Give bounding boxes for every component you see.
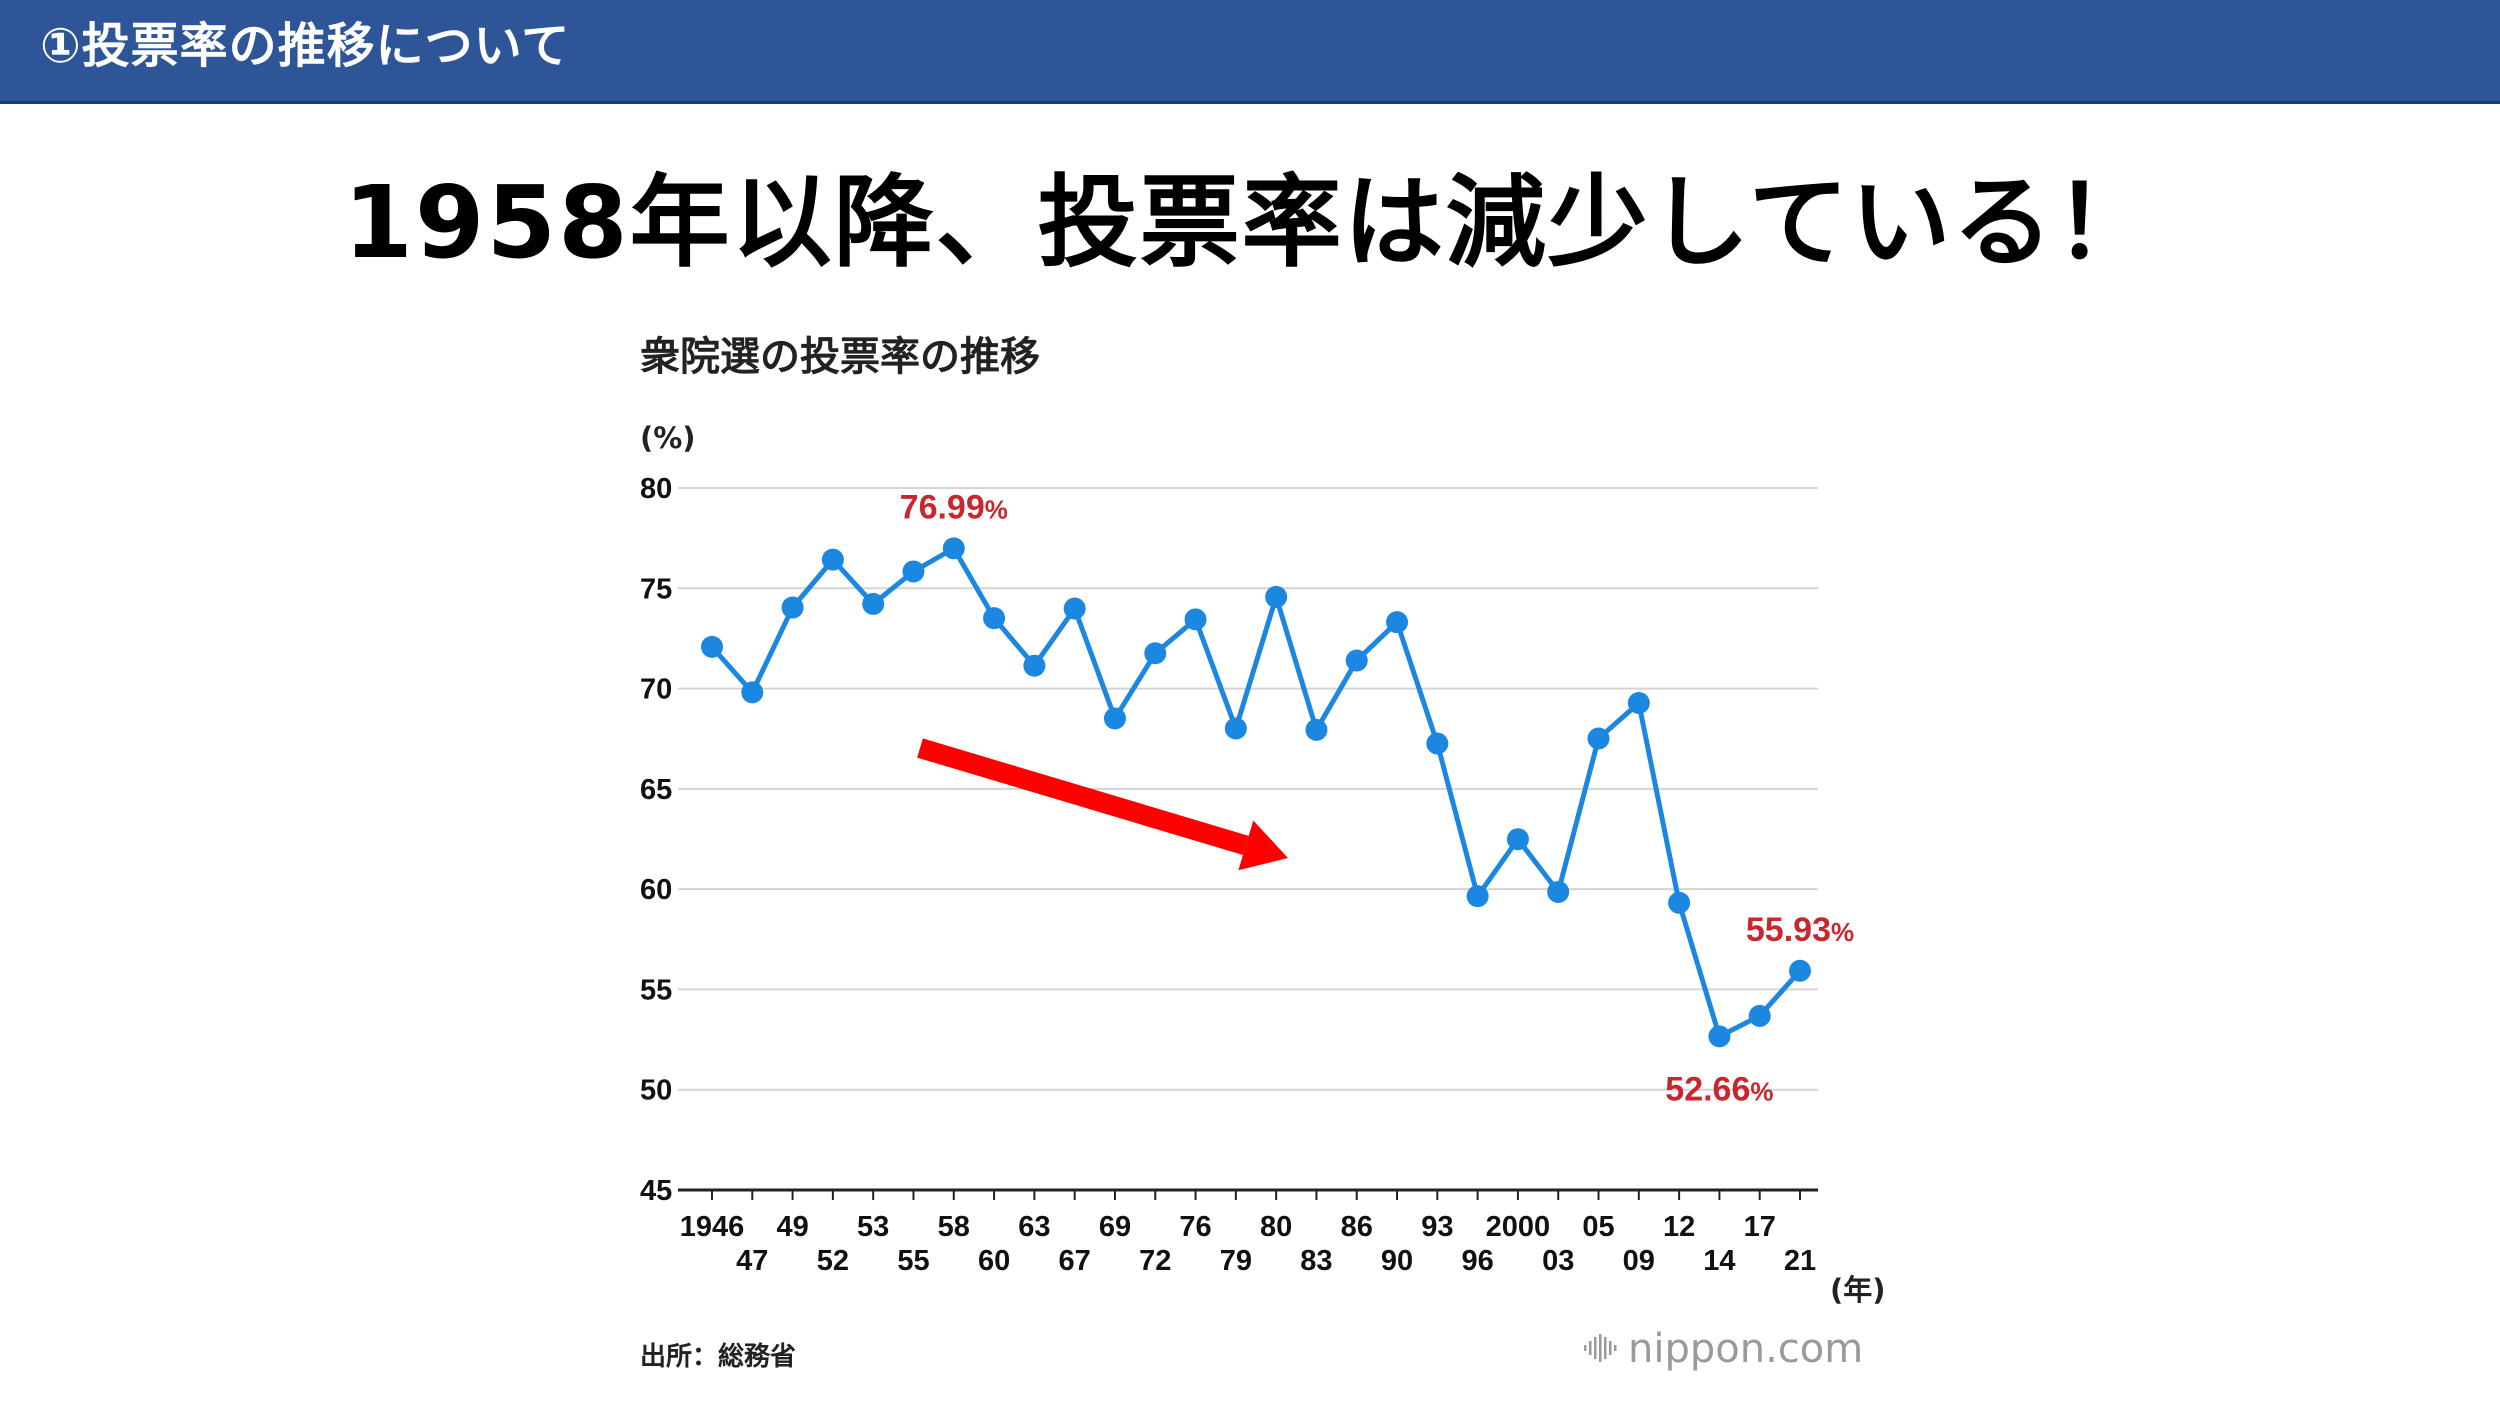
- brand-bar: [1614, 1345, 1617, 1351]
- data-point: [701, 635, 723, 658]
- data-point: [1265, 585, 1288, 608]
- y-tick-label: 80: [640, 473, 672, 505]
- data-point: [1345, 649, 1368, 672]
- brand-bar: [1594, 1337, 1597, 1359]
- data-point: [1668, 891, 1691, 914]
- x-tick-label: 86: [1341, 1211, 1373, 1243]
- data-point: [1426, 732, 1449, 755]
- data-point: [781, 596, 804, 619]
- x-tick-label: 1946: [680, 1211, 745, 1243]
- brand-name-main: nippon: [1628, 1326, 1765, 1372]
- x-tick-label: 49: [776, 1211, 808, 1243]
- x-tick-label: 55: [897, 1245, 929, 1277]
- data-point: [1063, 597, 1086, 620]
- x-tick-label: 90: [1381, 1245, 1413, 1277]
- x-tick-label: 47: [736, 1245, 768, 1277]
- y-tick-label: 65: [640, 774, 672, 806]
- x-tick-label: 14: [1703, 1245, 1735, 1277]
- source-note: 出所：総務省: [640, 1341, 796, 1372]
- data-point: [1023, 654, 1046, 677]
- brand-bar: [1584, 1345, 1587, 1351]
- x-tick-label: 83: [1300, 1245, 1332, 1277]
- data-point: [1224, 717, 1247, 740]
- x-tick-label: 17: [1744, 1211, 1776, 1243]
- data-point: [1386, 611, 1409, 634]
- y-tick-label: 45: [640, 1175, 672, 1207]
- data-point: [1708, 1025, 1731, 1048]
- header-bar: ①投票率の推移について: [0, 0, 2500, 104]
- header-title: ①投票率の推移について: [40, 18, 571, 74]
- trend-arrow-shaft: [917, 738, 1249, 855]
- data-point: [1144, 642, 1167, 665]
- x-tick-label: 79: [1220, 1245, 1252, 1277]
- x-tick-label: 80: [1260, 1211, 1292, 1243]
- series-line: [710, 545, 1802, 1039]
- data-point: [1627, 692, 1650, 715]
- data-point: [1547, 880, 1570, 903]
- data-point: [1506, 828, 1529, 851]
- x-tick-label: 63: [1018, 1211, 1050, 1243]
- x-tick-label: 58: [938, 1211, 970, 1243]
- brand-name-suffix: .com: [1765, 1326, 1863, 1372]
- y-tick-label: 70: [640, 674, 672, 706]
- x-tick-label: 21: [1784, 1245, 1816, 1277]
- trend-arrow-head: [1238, 820, 1288, 871]
- x-tick-label: 60: [978, 1245, 1010, 1277]
- y-unit-label: (%): [640, 421, 696, 455]
- x-tick-label: 96: [1461, 1245, 1493, 1277]
- x-tick-label: 03: [1542, 1245, 1574, 1277]
- data-point: [862, 592, 885, 615]
- nippon-logo: nippon.com: [1584, 1326, 1863, 1372]
- data-point: [1789, 959, 1811, 982]
- x-tick-label: 05: [1582, 1211, 1614, 1243]
- data-label: 55.93%: [1746, 911, 1854, 949]
- x-tick-label: 93: [1421, 1211, 1453, 1243]
- x-tick-label: 09: [1623, 1245, 1655, 1277]
- data-point: [821, 548, 844, 571]
- data-point: [1748, 1004, 1771, 1027]
- chart-title: 衆院選の投票率の推移: [640, 334, 1040, 380]
- data-point: [942, 537, 965, 560]
- y-tick-label: 55: [640, 974, 672, 1006]
- x-tick-label: 76: [1179, 1211, 1211, 1243]
- data-point: [741, 681, 764, 704]
- x-tick-label: 52: [817, 1245, 849, 1277]
- x-tick-label: 53: [857, 1211, 889, 1243]
- brand-bar: [1609, 1341, 1612, 1355]
- x-tick-label: 67: [1059, 1245, 1091, 1277]
- x-tick-label: 72: [1139, 1245, 1171, 1277]
- data-point: [1305, 718, 1328, 741]
- headline: 1958年以降、投票率は減少している！: [343, 164, 2157, 281]
- y-tick-label: 60: [640, 874, 672, 906]
- data-point: [983, 607, 1006, 630]
- brand-bar: [1604, 1337, 1607, 1359]
- data-point: [1587, 727, 1610, 750]
- data-point: [1184, 608, 1207, 631]
- y-tick-label: 75: [640, 573, 672, 605]
- y-tick-label: 50: [640, 1075, 672, 1107]
- data-point: [1103, 707, 1126, 730]
- brand-bar: [1589, 1341, 1592, 1355]
- data-label: 76.99%: [900, 488, 1008, 526]
- brand-name: nippon.com: [1628, 1326, 1863, 1372]
- data-point: [902, 560, 925, 583]
- data-label: 52.66%: [1665, 1070, 1773, 1108]
- x-unit-label: (年): [1830, 1273, 1886, 1307]
- x-tick-label: 69: [1099, 1211, 1131, 1243]
- brand-bars-icon: [1584, 1334, 1617, 1362]
- brand-bar: [1599, 1334, 1602, 1362]
- x-tick-label: 2000: [1486, 1211, 1551, 1243]
- x-tick-label: 12: [1663, 1211, 1695, 1243]
- data-point: [1466, 885, 1489, 908]
